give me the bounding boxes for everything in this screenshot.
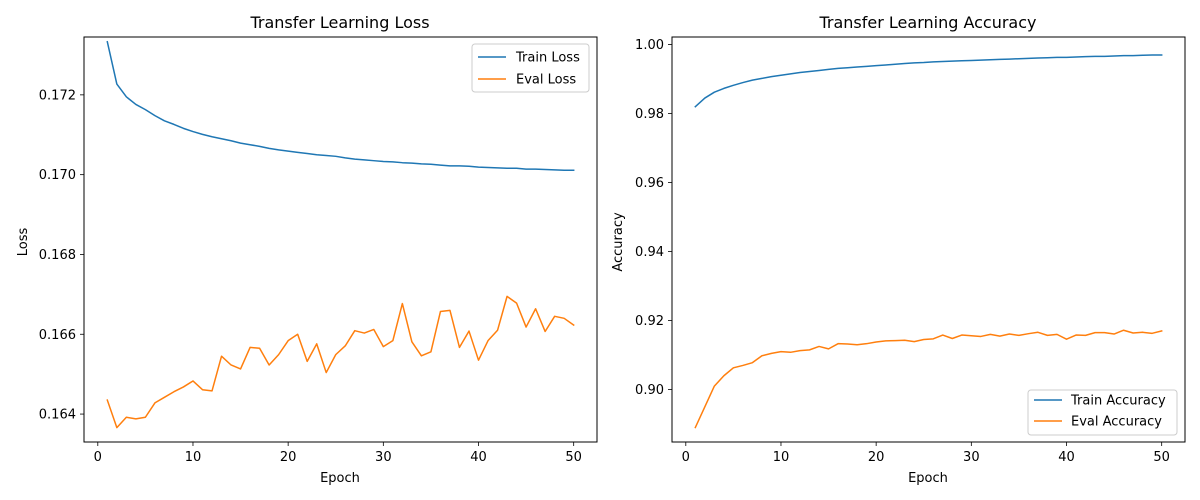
accuracy-y-tick-label: 0.98 (635, 107, 664, 122)
accuracy-x-tick-label: 50 (1153, 450, 1170, 465)
loss-legend-box (471, 43, 590, 93)
accuracy-ticks: 0 10 20 30 40 50 0.90 0.92 0.94 0.96 0.98 1.00 (635, 38, 1170, 465)
loss-series-group (106, 40, 575, 429)
accuracy-x-tick-label: 20 (868, 450, 885, 465)
loss-x-tick-label: 0 (94, 450, 102, 465)
accuracy-legend-label-eval: Eval Accuracy (1071, 415, 1162, 430)
loss-chart-title: Transfer Learning Loss (249, 13, 429, 32)
accuracy-x-tick-label: 40 (1058, 450, 1075, 465)
accuracy-legend-box (1027, 389, 1178, 436)
loss-chart-panel: Transfer Learning Loss Epoch Loss 0 10 20 3… (16, 13, 598, 486)
accuracy-series-train-accuracy (694, 54, 1163, 108)
loss-series-eval-loss (106, 295, 575, 429)
accuracy-series-eval-accuracy (694, 329, 1163, 429)
loss-legend: Train Loss Eval Loss (471, 43, 590, 93)
loss-x-tick-label: 20 (280, 450, 297, 465)
accuracy-series-group (694, 54, 1163, 429)
loss-ticks: 0 10 20 30 40 50 0.164 0.166 0.168 0.170 0.172 (39, 88, 582, 465)
loss-legend-label-eval: Eval Loss (516, 73, 576, 88)
loss-x-tick-label: 40 (470, 450, 487, 465)
accuracy-x-tick-label: 0 (682, 450, 690, 465)
loss-y-tick-label: 0.164 (39, 408, 76, 423)
accuracy-legend: Train Accuracy Eval Accuracy (1027, 389, 1178, 436)
accuracy-chart-panel: Transfer Learning Accuracy Epoch Accurac… (611, 13, 1186, 486)
accuracy-chart-title: Transfer Learning Accuracy (818, 13, 1036, 32)
loss-x-tick-label: 10 (185, 450, 202, 465)
loss-legend-label-train: Train Loss (515, 51, 580, 66)
accuracy-y-axis-label: Accuracy (611, 212, 626, 272)
accuracy-x-tick-label: 30 (963, 450, 980, 465)
accuracy-y-tick-label: 0.94 (635, 245, 664, 260)
accuracy-legend-label-train: Train Accuracy (1070, 394, 1166, 409)
accuracy-x-tick-label: 10 (773, 450, 790, 465)
accuracy-y-tick-label: 0.90 (635, 383, 664, 398)
loss-y-axis-label: Loss (16, 228, 31, 257)
loss-y-tick-label: 0.166 (39, 328, 76, 343)
loss-y-tick-label: 0.172 (39, 88, 76, 103)
loss-x-tick-label: 50 (565, 450, 582, 465)
accuracy-plot-frame (671, 36, 1186, 443)
accuracy-y-tick-label: 0.92 (635, 314, 664, 329)
loss-y-tick-label: 0.168 (39, 248, 76, 263)
loss-plot-frame (83, 36, 598, 443)
loss-x-axis-label: Epoch (320, 471, 360, 486)
loss-series-train-loss (106, 40, 575, 172)
accuracy-y-tick-label: 1.00 (635, 38, 664, 53)
loss-x-tick-label: 30 (375, 450, 392, 465)
loss-y-tick-label: 0.170 (39, 168, 76, 183)
accuracy-x-axis-label: Epoch (908, 471, 948, 486)
accuracy-y-tick-label: 0.96 (635, 176, 664, 191)
